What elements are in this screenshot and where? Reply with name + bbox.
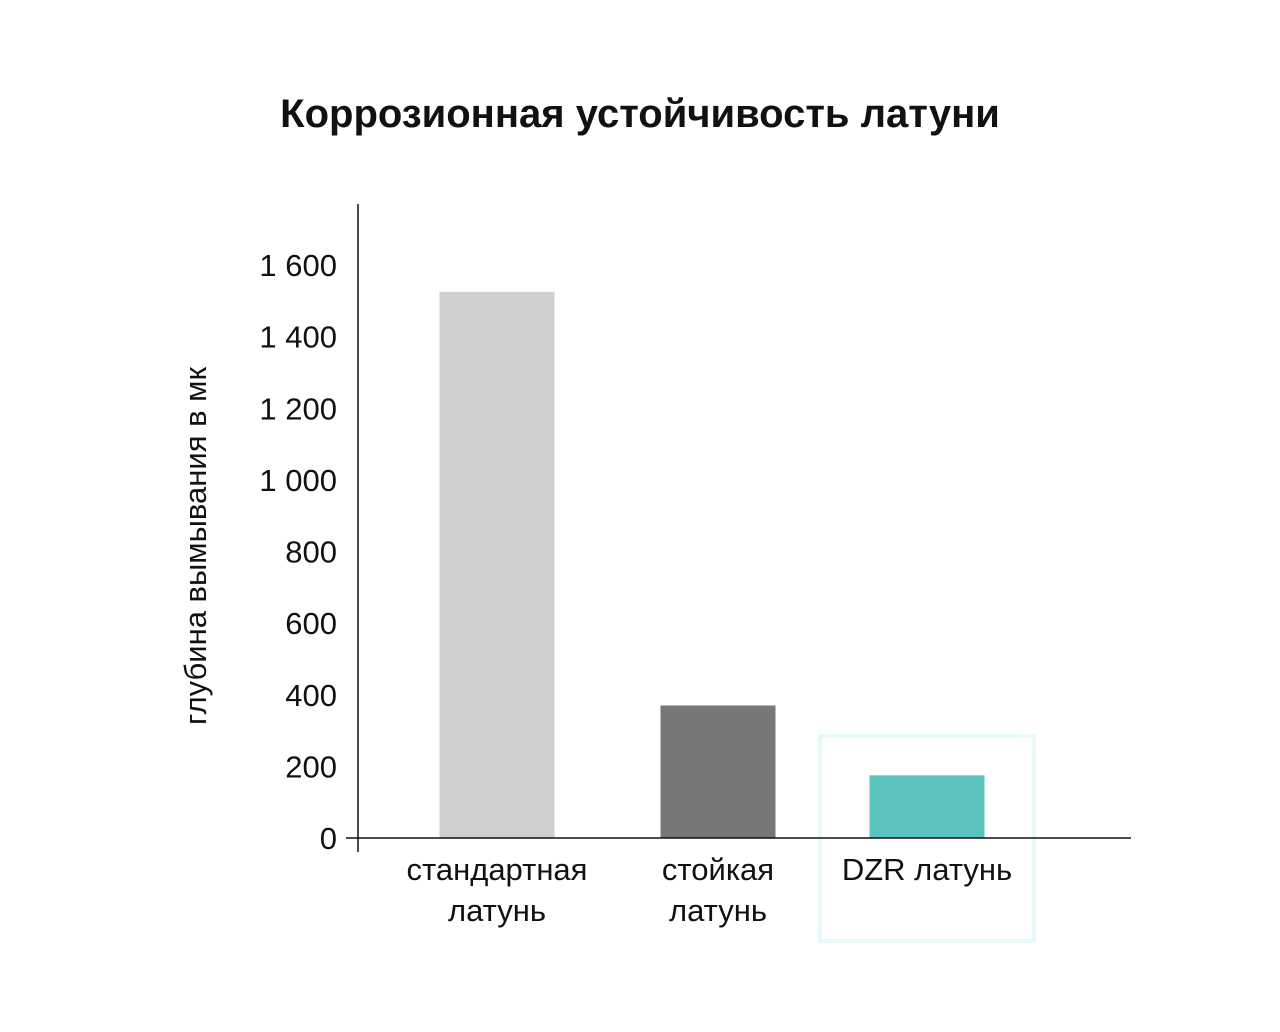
- category-label: латунь: [669, 893, 767, 928]
- y-tick-label: 1 600: [259, 248, 337, 283]
- y-tick-label: 600: [285, 606, 337, 641]
- y-tick-label: 200: [285, 749, 337, 784]
- bar-1: [439, 291, 555, 838]
- bar-3: [869, 775, 985, 838]
- y-tick-label: 800: [285, 535, 337, 570]
- y-tick-label: 0: [320, 821, 337, 856]
- x-category-labels: стандартная латунь стойкая латунь DZR латунь: [407, 852, 1013, 928]
- category-label: DZR латунь: [842, 852, 1012, 887]
- bar-2: [660, 705, 776, 838]
- category-label: стойкая: [662, 852, 774, 887]
- bars-layer: [439, 291, 985, 838]
- chart-title: Коррозионная устойчивость латуни: [280, 92, 1000, 136]
- y-tick-label: 1 000: [259, 463, 337, 498]
- y-tick-label: 1 400: [259, 320, 337, 355]
- category-label: стандартная: [407, 852, 588, 887]
- y-axis-title: глубина вымывания в мк: [178, 367, 213, 726]
- y-tick-label: 1 200: [259, 391, 337, 426]
- y-tick-labels: 0 200 400 600 800 1 000 1 200 1 400 1 600: [259, 248, 337, 856]
- category-label: латунь: [448, 893, 546, 928]
- y-tick-label: 400: [285, 678, 337, 713]
